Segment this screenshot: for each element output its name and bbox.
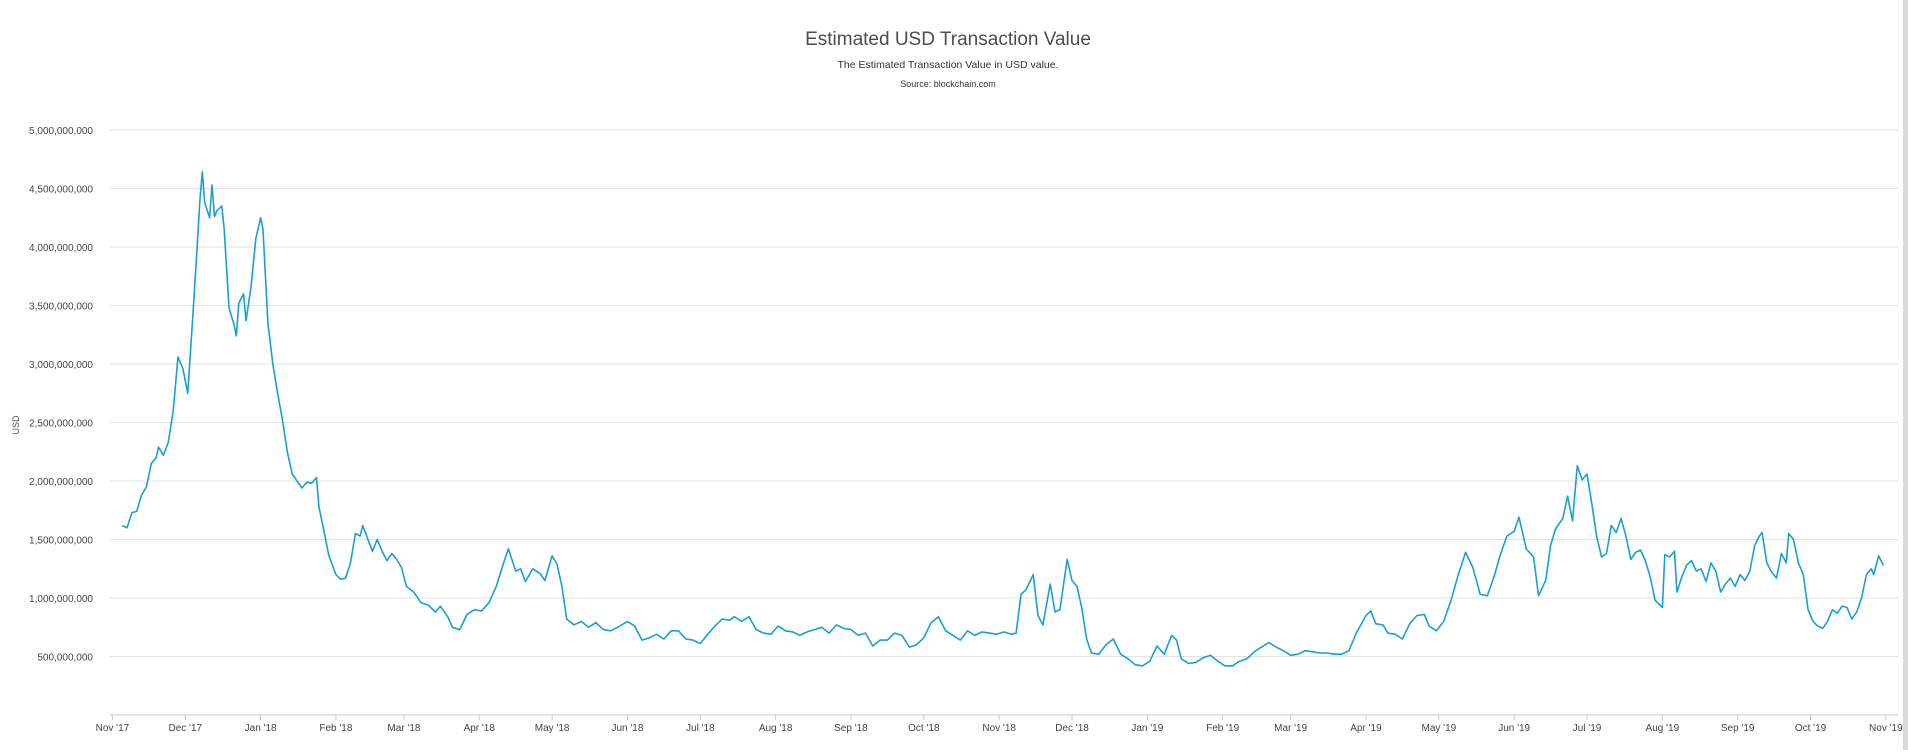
y-tick-label: 4,000,000,000	[29, 243, 93, 254]
y-tick-label: 3,500,000,000	[29, 302, 93, 313]
x-tick-label: Apr '19	[1350, 723, 1382, 734]
x-tick-label: Dec '17	[169, 723, 203, 734]
chart-title: Estimated USD Transaction Value	[805, 29, 1091, 50]
y-tick-label: 5,000,000,000	[29, 126, 93, 137]
x-tick-label: Mar '18	[387, 723, 420, 734]
y-tick-label: 1,500,000,000	[29, 536, 93, 547]
x-tick-label: May '19	[1422, 723, 1457, 734]
x-tick-label: Oct '18	[908, 723, 940, 734]
x-tick-label: Nov '17	[96, 723, 130, 734]
x-tick-label: Jun '19	[1498, 723, 1530, 734]
y-axis-ticks: 500,000,000 1,000,000,000 1,500,000,000 2,0…	[29, 126, 93, 664]
y-tick-label: 1,000,000,000	[29, 594, 93, 605]
right-scrollbar-edge	[1903, 0, 1908, 750]
x-axis-ticks: Nov '17 Dec '17 Jan '18 Feb '18 Mar '18 Apr '…	[96, 715, 1903, 734]
x-tick-label: Jul '19	[1573, 723, 1602, 734]
x-tick-label: Dec '18	[1055, 723, 1089, 734]
x-tick-label: Apr '18	[464, 723, 496, 734]
x-tick-label: Feb '18	[319, 723, 352, 734]
y-tick-label: 2,500,000,000	[29, 419, 93, 430]
chart-source: Source: blockchain.com	[900, 79, 996, 89]
x-tick-label: Aug '18	[759, 723, 793, 734]
x-tick-label: May '18	[535, 723, 570, 734]
x-tick-label: Feb '19	[1206, 723, 1239, 734]
x-tick-label: Jan '19	[1131, 723, 1163, 734]
series-line	[121, 171, 1885, 667]
y-tick-label: 4,500,000,000	[29, 185, 93, 196]
x-tick-label: Nov '19	[1869, 723, 1903, 734]
x-tick-label: Jun '18	[611, 723, 643, 734]
x-tick-label: Oct '19	[1795, 723, 1827, 734]
x-tick-label: Sep '18	[834, 723, 868, 734]
y-tick-label: 3,000,000,000	[29, 360, 93, 371]
y-axis-label: USD	[11, 415, 21, 435]
x-tick-label: Nov '18	[982, 723, 1016, 734]
series-layer	[121, 171, 1885, 667]
x-tick-label: Mar '19	[1274, 723, 1307, 734]
x-tick-label: Jul '18	[686, 723, 715, 734]
y-tick-label: 2,000,000,000	[29, 477, 93, 488]
chart-subtitle: The Estimated Transaction Value in USD v…	[838, 59, 1059, 71]
y-tick-label: 500,000,000	[37, 653, 93, 664]
x-tick-label: Aug '19	[1646, 723, 1680, 734]
x-tick-label: Jan '18	[245, 723, 277, 734]
x-tick-label: Sep '19	[1721, 723, 1755, 734]
gridlines	[110, 129, 1898, 716]
